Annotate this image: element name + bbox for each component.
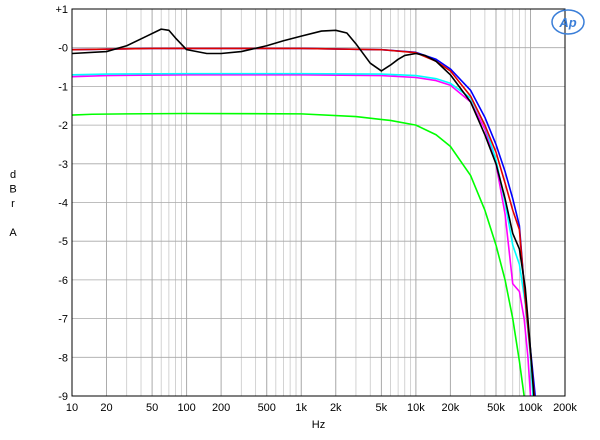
x-tick-label: 10k [407, 402, 425, 414]
y-axis-label-letter: A [9, 227, 17, 239]
x-tick-labels: 10 20 50 100 200 500 1k 2k 5k 10k 20k 50k 100k 200k [66, 402, 578, 414]
x-tick-label: 200k [553, 402, 577, 414]
y-axis-label-letter: B [9, 184, 16, 196]
y-tick-label: -3 [58, 159, 68, 171]
plot-frame [71, 8, 566, 397]
y-tick-label: -8 [58, 352, 68, 364]
x-axis-label: Hz [312, 419, 325, 431]
y-tick-label: -9 [58, 391, 68, 403]
x-tick-label: 200 [212, 402, 230, 414]
x-tick-label: 20 [100, 402, 112, 414]
y-tick-label: -6 [58, 275, 68, 287]
x-tick-label: 500 [258, 402, 276, 414]
x-tick-label: 10 [66, 402, 78, 414]
x-tick-label: 5k [376, 402, 388, 414]
y-tick-label: -5 [58, 236, 68, 248]
y-tick-label: -1 [58, 81, 68, 93]
series-line-4 [72, 47, 537, 397]
x-tick-label: 50 [146, 402, 158, 414]
y-tick-label: +1 [55, 4, 68, 16]
series-line-1 [72, 112, 525, 397]
y-tick-label: -4 [58, 198, 68, 210]
y-tick-labels: +1 -0 -1 -2 -3 -4 -5 -6 -7 -8 -9 [55, 4, 68, 403]
logo-text: Ap [558, 15, 576, 30]
x-tick-label: 20k [442, 402, 460, 414]
data-series [72, 28, 537, 397]
x-tick-label: 100 [177, 402, 195, 414]
y-axis-label-letter: d [10, 169, 16, 181]
audio-precision-logo: Ap [551, 9, 585, 35]
y-tick-label: -2 [58, 120, 68, 132]
y-tick-label: -7 [58, 314, 68, 326]
series-line-3 [72, 72, 534, 397]
major-gridlines [71, 8, 566, 397]
x-tick-label: 50k [487, 402, 505, 414]
x-tick-label: 1k [295, 402, 307, 414]
series-line-6 [72, 28, 535, 397]
y-axis-label: dBr A [9, 169, 17, 239]
y-tick-label: -0 [58, 43, 68, 55]
x-tick-label: 2k [330, 402, 342, 414]
y-axis-label-letter: r [11, 198, 15, 210]
x-tick-label: 100k [519, 402, 543, 414]
